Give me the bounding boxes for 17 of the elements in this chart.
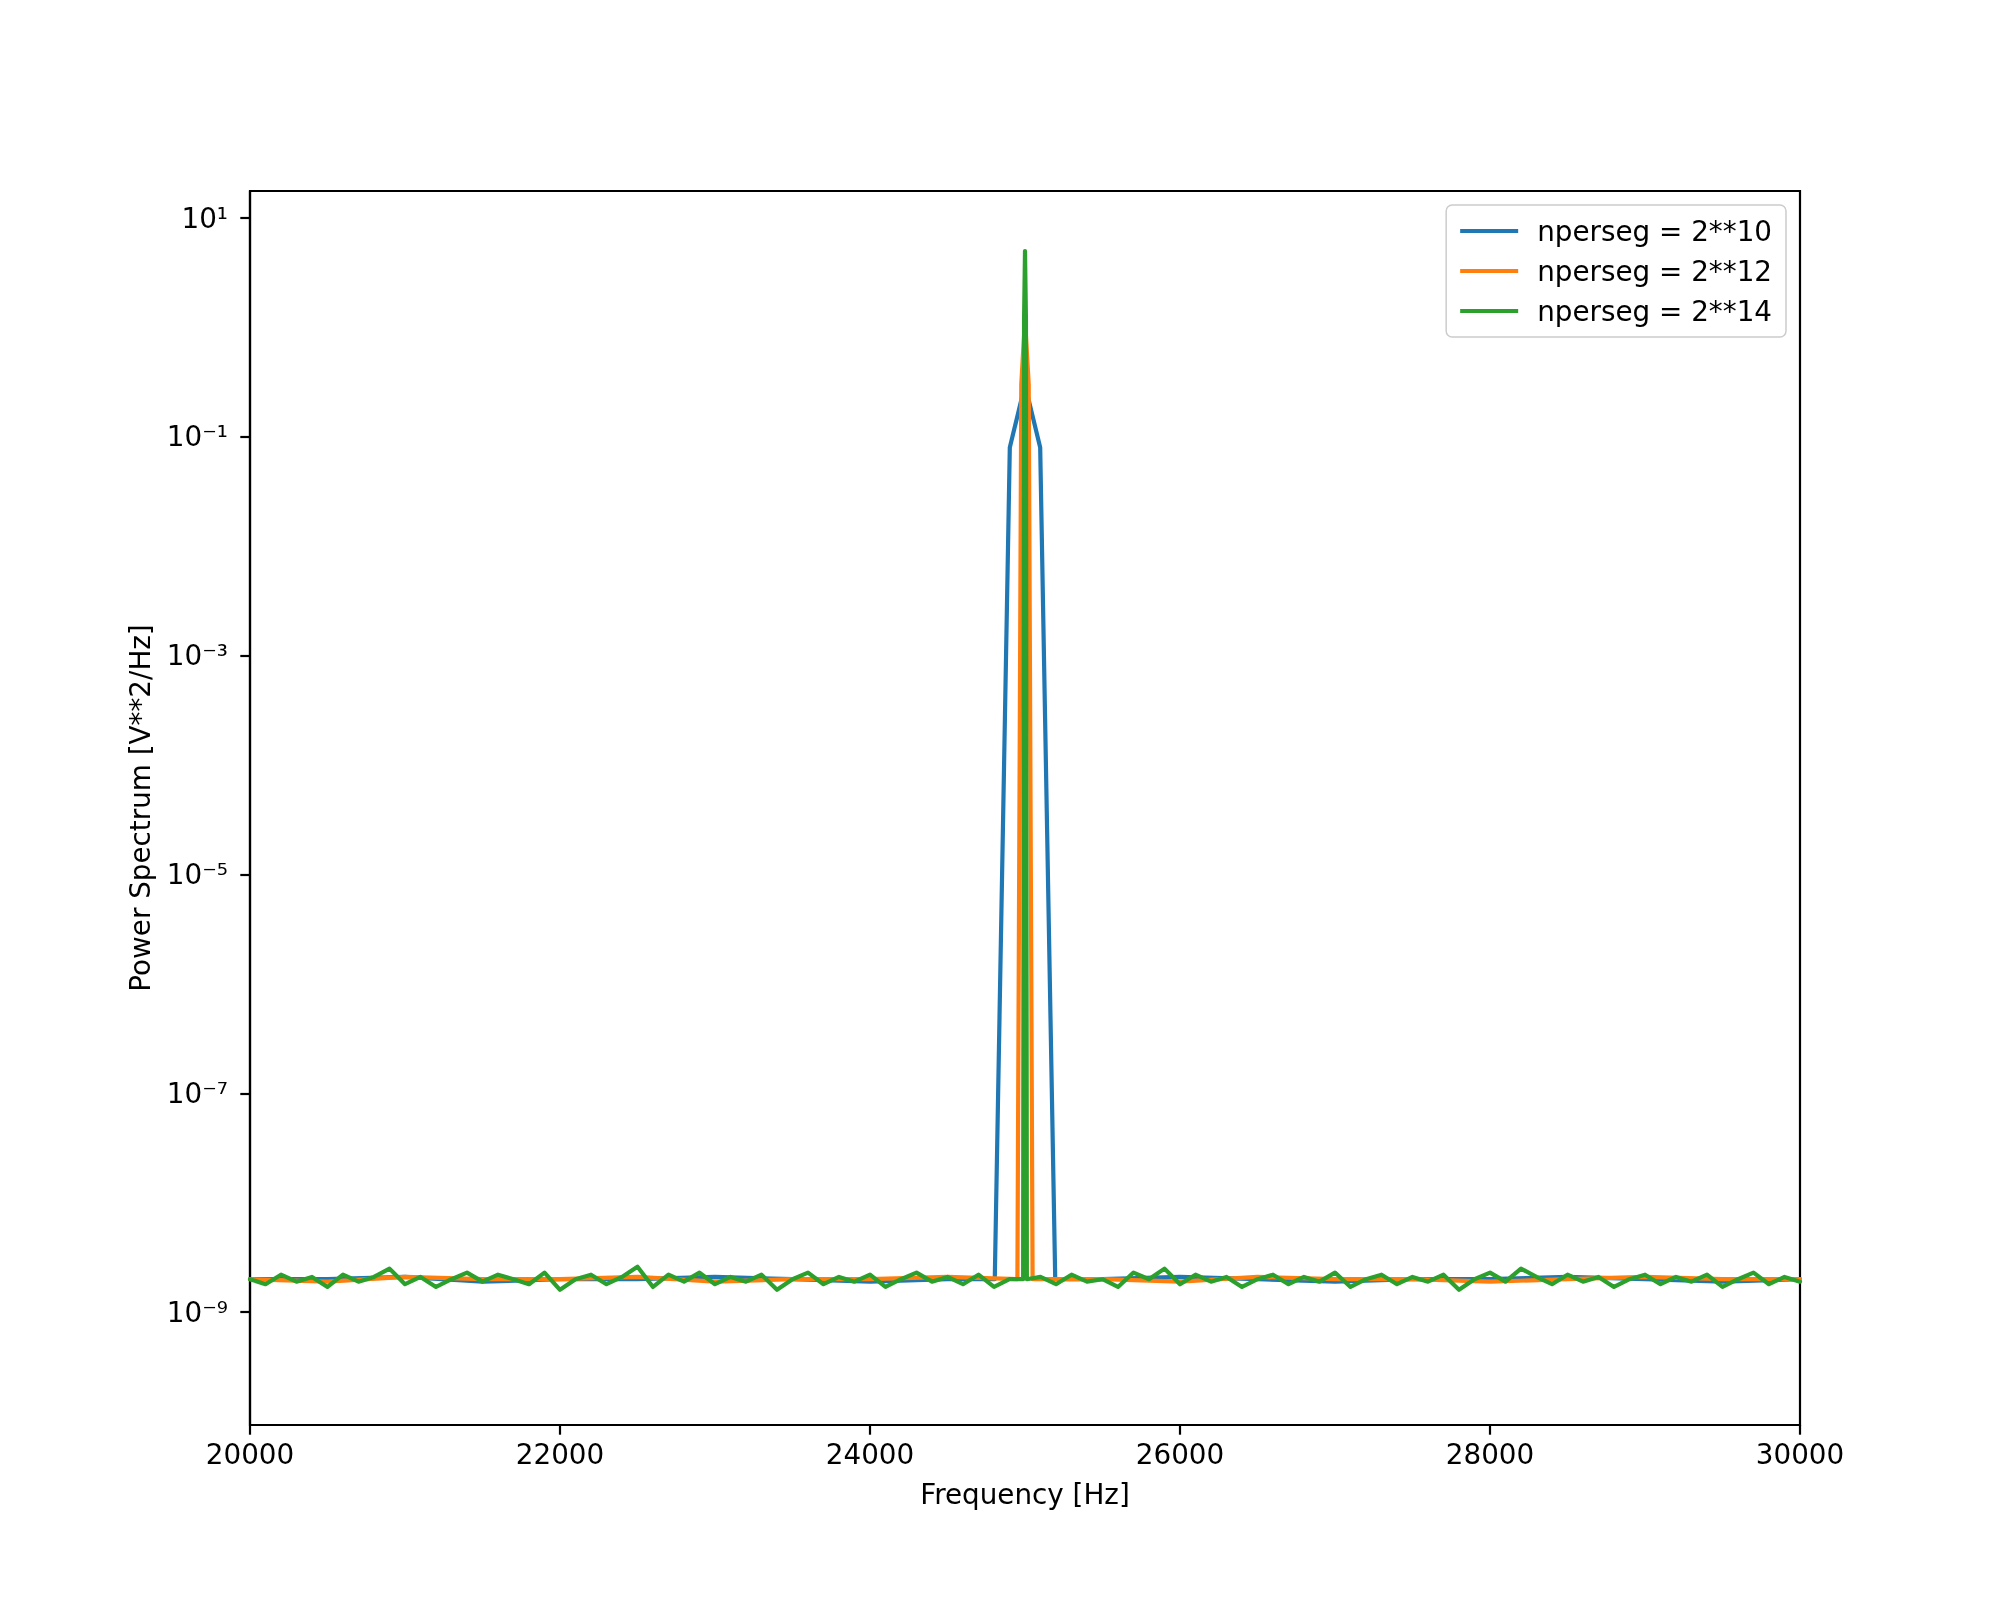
x-tick-label: 20000 [205,1437,295,1471]
x-tick-label: 28000 [1445,1437,1535,1471]
x-tick-label: 30000 [1755,1437,1845,1471]
x-tick-label: 22000 [515,1437,605,1471]
x-tick-label: 24000 [825,1437,915,1471]
y-tick-label: 10⁻⁷ [166,1076,228,1110]
legend-label: nperseg = 2**14 [1537,294,1773,328]
y-tick-label: 10⁻⁹ [166,1295,228,1329]
legend-label: nperseg = 2**10 [1537,214,1773,248]
legend-label: nperseg = 2**12 [1537,254,1773,288]
y-axis-title: Power Spectrum [V**2/Hz] [123,624,157,992]
y-tick-label: 10¹ [181,201,228,235]
x-axis-title: Frequency [Hz] [920,1477,1130,1511]
y-tick-label: 10⁻³ [166,639,228,673]
y-tick-label: 10⁻¹ [166,420,228,454]
x-tick-label: 26000 [1135,1437,1225,1471]
y-tick-label: 10⁻⁵ [166,858,228,892]
